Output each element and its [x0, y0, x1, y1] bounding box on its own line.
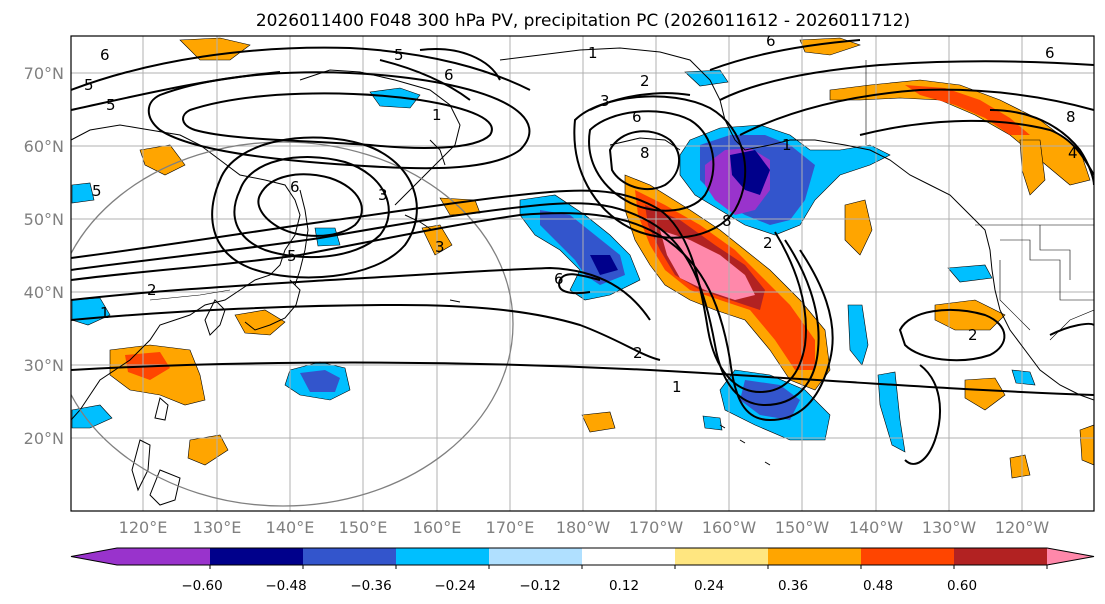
lat-label: 50°N [24, 210, 64, 229]
lon-label: 160°E [413, 518, 462, 537]
contour-label: 6 [100, 46, 110, 64]
lon-label: 170°W [629, 518, 684, 537]
contour-label: 3 [435, 238, 445, 256]
colorbar-tick-label: 0.12 [609, 578, 639, 594]
colorbar-tick-label: −0.12 [519, 578, 560, 594]
contour-label: 5 [394, 46, 404, 64]
contour-label: 8 [1066, 108, 1076, 126]
colorbar-tick-label: 0.60 [947, 578, 977, 594]
contour-label: 6 [290, 178, 300, 196]
lon-label: 130°W [922, 518, 977, 537]
contour-label: 6 [1045, 44, 1055, 62]
colorbar-segment [768, 548, 862, 565]
colorbar-segment [117, 548, 211, 565]
colorbar-segment [954, 548, 1048, 565]
contour-label: 6 [766, 32, 776, 50]
contour-label: 2 [147, 281, 157, 299]
colorbar-tick-label: −0.60 [181, 578, 222, 594]
lat-label: 40°N [24, 283, 64, 302]
lon-label: 170°E [486, 518, 535, 537]
contour-label: 2 [640, 72, 650, 90]
colorbar-outline [70, 547, 1095, 566]
contour-label: 3 [378, 186, 388, 204]
lat-label: 60°N [24, 137, 64, 156]
colorbar-segment [582, 548, 676, 565]
colorbar-segment [303, 548, 397, 565]
colorbar-segment [489, 548, 583, 565]
longitude-labels: 120°E 130°E 140°E 150°E 160°E 170°E 180°… [119, 518, 1050, 537]
lon-label: 130°E [193, 518, 242, 537]
colorbar-segment [396, 548, 490, 565]
lon-label: 180°W [556, 518, 611, 537]
contour-label: 1 [782, 136, 792, 154]
colorbar-segment [210, 548, 304, 565]
colorbar-tick-label: −0.48 [265, 578, 306, 594]
contour-label: 2 [633, 344, 643, 362]
contour-label: 1 [432, 106, 442, 124]
lon-label: 120°E [119, 518, 168, 537]
lat-label: 20°N [24, 429, 64, 448]
lat-label: 30°N [24, 356, 64, 375]
contour-label: 2 [763, 234, 773, 252]
colorbar-tick-label: −0.24 [434, 578, 475, 594]
lon-label: 150°W [775, 518, 830, 537]
contour-label: 5 [84, 76, 94, 94]
colorbar-tick-label: −0.36 [350, 578, 391, 594]
contour-label: 8 [640, 144, 650, 162]
contour-label: 5 [92, 182, 102, 200]
lon-label: 120°W [995, 518, 1050, 537]
colorbar-segment [861, 548, 955, 565]
colorbar-extend-low [71, 548, 117, 565]
figure-title: 2026011400 F048 300 hPa PV, precipitatio… [256, 11, 910, 31]
contour-label: 2 [968, 326, 978, 344]
colorbar-tick-label: 0.36 [778, 578, 808, 594]
contour-label: 4 [1068, 144, 1078, 162]
latitude-labels: 70°N 60°N 50°N 40°N 30°N 20°N [24, 64, 64, 448]
contour-label: 5 [287, 247, 297, 265]
political-borders [149, 60, 1094, 341]
map-area: 6 5 5 5 6 1 3 2 3 1 6 8 6 5 5 6 8 2 1 3 … [71, 32, 1094, 511]
contour-label: 1 [672, 378, 682, 396]
contour-label: 6 [554, 270, 564, 288]
contour-label: 1 [588, 44, 598, 62]
contour-label: 1 [100, 304, 110, 322]
lon-label: 140°E [266, 518, 315, 537]
lon-label: 140°W [849, 518, 904, 537]
contour-labels: 6 5 5 5 6 1 3 2 3 1 6 8 6 5 5 6 8 2 1 3 … [84, 32, 1078, 396]
lon-label: 150°E [339, 518, 388, 537]
contour-label: 8 [722, 212, 732, 230]
contour-label: 6 [444, 66, 454, 84]
colorbar-tick-label: 0.24 [694, 578, 724, 594]
colorbar-segment [675, 548, 769, 565]
radius-circle [71, 141, 514, 507]
contour-label: 5 [106, 96, 116, 114]
colorbar-ticks: −0.60 −0.48 −0.36 −0.24 −0.12 0.12 0.24 … [181, 578, 977, 594]
contour-label: 3 [600, 92, 610, 110]
pv-contours [71, 39, 1094, 465]
colorbar [70, 547, 1095, 569]
graticule [71, 36, 1094, 511]
map-frame [70, 35, 1095, 512]
contour-label: 6 [632, 108, 642, 126]
colorbar-extend-high [1047, 548, 1094, 565]
colorbar-tick-label: 0.48 [863, 578, 893, 594]
lon-label: 160°W [702, 518, 757, 537]
lat-label: 70°N [24, 64, 64, 83]
